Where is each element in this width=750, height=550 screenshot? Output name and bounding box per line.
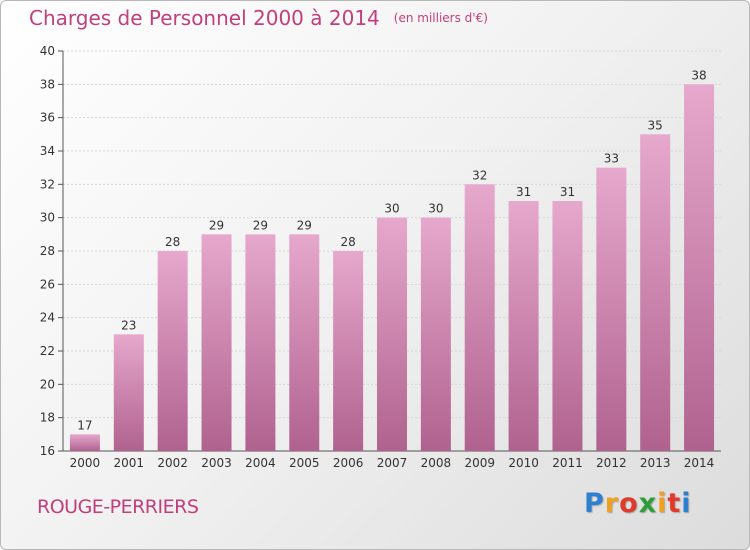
bar <box>464 184 495 452</box>
y-tick-label: 32 <box>40 177 55 191</box>
bar-value-label: 28 <box>165 235 180 249</box>
chart-unit: (en milliers d'€) <box>393 11 488 25</box>
bar-value-label: 30 <box>428 202 443 216</box>
logo-letter: x <box>638 488 658 519</box>
x-tick-label: 2012 <box>596 456 627 470</box>
y-tick-label: 24 <box>40 311 55 325</box>
y-tick-label: 18 <box>40 411 55 425</box>
data-labels: 17 23 28 29 29 29 28 30 30 32 31 31 33 35 38 <box>77 68 706 432</box>
y-tick-label: 16 <box>40 444 55 458</box>
x-tick-label: 2003 <box>201 456 232 470</box>
logo-letter: o <box>619 488 639 519</box>
y-tick-label: 40 <box>40 44 55 58</box>
y-tick-label: 30 <box>40 211 55 225</box>
x-tick-label: 2007 <box>377 456 408 470</box>
y-tick-label: 20 <box>40 377 55 391</box>
bar <box>157 251 188 451</box>
bar <box>289 234 320 451</box>
y-tick-label: 36 <box>40 111 55 125</box>
bar <box>69 434 100 451</box>
bar <box>596 167 627 451</box>
x-tick-label: 2010 <box>508 456 539 470</box>
x-tick-label: 2001 <box>114 456 145 470</box>
bar <box>684 84 715 451</box>
bar-value-label: 28 <box>340 235 355 249</box>
x-tick-label: 2011 <box>552 456 583 470</box>
bar-value-label: 31 <box>560 185 575 199</box>
bar-value-label: 38 <box>691 68 706 82</box>
bar-value-label: 32 <box>472 168 487 182</box>
x-tick-label: 2009 <box>464 456 495 470</box>
bar <box>640 134 671 452</box>
y-tick-label: 26 <box>40 277 55 291</box>
bar-value-label: 31 <box>516 185 531 199</box>
x-tick-labels: 2000 2001 2002 2003 2004 2005 2006 2007 2008 2009… <box>70 456 715 470</box>
y-tick-label: 38 <box>40 77 55 91</box>
x-tick-label: 2000 <box>70 456 101 470</box>
y-tick-label: 22 <box>40 344 55 358</box>
bar-value-label: 30 <box>384 202 399 216</box>
bars <box>69 84 715 452</box>
bar-value-label: 29 <box>253 218 268 232</box>
bar-value-label: 17 <box>77 418 92 432</box>
bar <box>201 234 232 451</box>
bar <box>245 234 276 451</box>
bar-value-label: 29 <box>209 218 224 232</box>
logo-letter: r <box>604 488 620 519</box>
x-tick-label: 2006 <box>333 456 364 470</box>
proxiti-logo: Proxiti <box>584 488 692 519</box>
bar-value-label: 23 <box>121 318 136 332</box>
logo-letter: i <box>657 488 668 519</box>
bar <box>420 217 451 451</box>
chart-title: Charges de Personnel 2000 à 2014 (en mill… <box>29 6 488 30</box>
bar-value-label: 33 <box>604 152 619 166</box>
bar <box>113 334 144 451</box>
x-tick-label: 2002 <box>157 456 188 470</box>
x-tick-label: 2005 <box>289 456 320 470</box>
bar-value-label: 35 <box>648 118 663 132</box>
x-tick-label: 2004 <box>245 456 276 470</box>
y-tick-label: 34 <box>40 144 55 158</box>
x-tick-label: 2014 <box>684 456 715 470</box>
y-tick-labels: 16 18 20 22 24 26 28 30 32 34 36 38 40 <box>40 44 55 458</box>
x-tick-label: 2013 <box>640 456 671 470</box>
bar <box>552 201 583 451</box>
x-tick-label: 2008 <box>421 456 452 470</box>
bar <box>508 201 539 451</box>
logo-letter: i <box>681 488 692 519</box>
logo-letter: t <box>667 488 682 519</box>
y-tick-label: 28 <box>40 244 55 258</box>
bar <box>333 251 364 451</box>
bar-value-label: 29 <box>297 218 312 232</box>
bar <box>377 217 407 451</box>
commune-name: ROUGE-PERRIERS <box>37 496 199 518</box>
logo-letter: P <box>584 488 605 519</box>
